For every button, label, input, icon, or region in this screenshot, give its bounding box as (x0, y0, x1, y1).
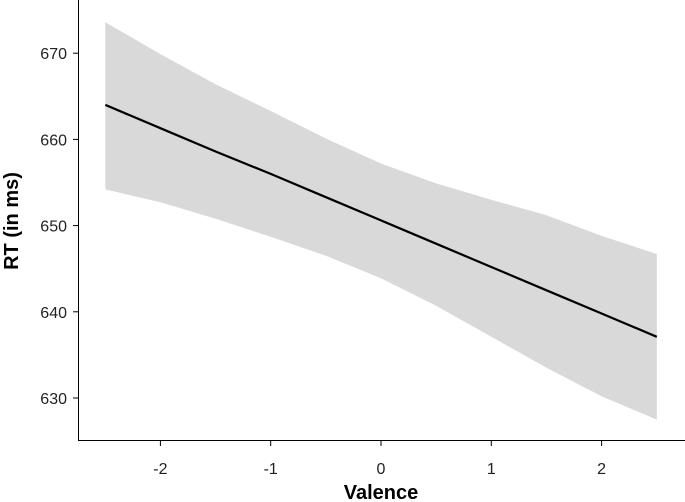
x-tick-label: 1 (487, 461, 496, 478)
x-axis-ticks: -2 -1 0 1 2 (153, 440, 606, 478)
y-tick-label: 650 (40, 219, 67, 236)
y-axis-ticks: 630 640 650 660 670 (40, 46, 79, 408)
y-tick-label: 660 (40, 132, 67, 149)
x-axis-title: Valence (344, 482, 419, 502)
x-tick-label: 0 (377, 461, 386, 478)
regression-line (104, 103, 658, 338)
y-tick-label: 630 (40, 391, 67, 408)
x-tick-label: -1 (264, 461, 278, 478)
y-tick-label: 640 (40, 305, 67, 322)
regression-line-layer (104, 103, 658, 338)
y-axis-title: RT (in ms) (1, 172, 23, 270)
x-tick-label: 2 (597, 461, 606, 478)
x-tick-label: -2 (153, 461, 167, 478)
y-tick-label: 670 (40, 46, 67, 63)
